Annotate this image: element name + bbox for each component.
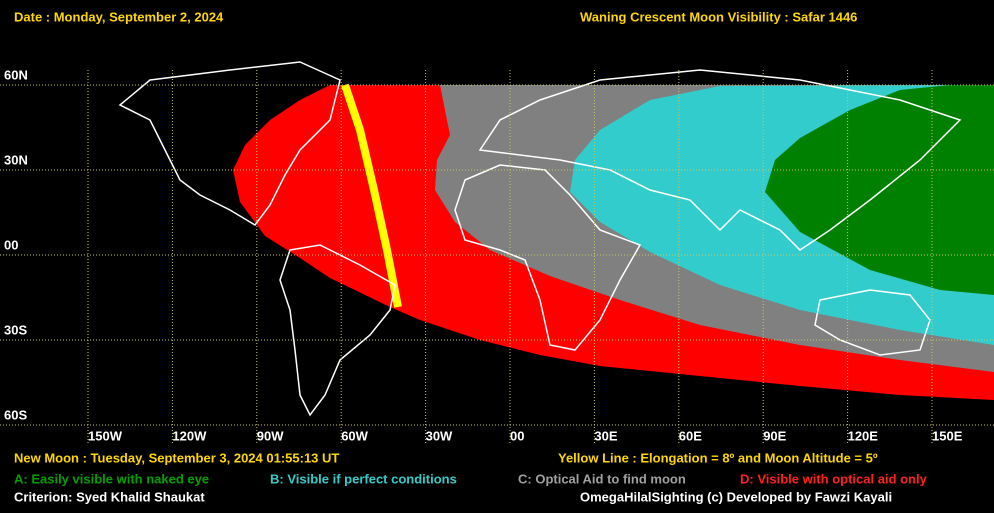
legend-item: C: Optical Aid to find moon: [518, 471, 686, 486]
africa: [454, 164, 642, 351]
visibility-zones: [233, 83, 994, 400]
lon-label: 120W: [172, 428, 207, 443]
lat-label: 30S: [4, 322, 27, 337]
south-america: [279, 244, 396, 417]
australia: [814, 289, 931, 356]
lon-label: 90W: [257, 428, 284, 443]
legend-item: A: Easily visible with naked eye: [14, 471, 209, 486]
legend-item: B: Visible if perfect conditions: [270, 471, 457, 486]
lon-label: 150E: [932, 428, 963, 443]
lon-label: 60W: [341, 428, 368, 443]
title: Waning Crescent Moon Visibility : Safar …: [580, 9, 857, 24]
credit: OmegaHilalSighting (c) Developed by Fawz…: [580, 489, 892, 504]
eurasia: [478, 69, 962, 251]
lon-label: 30W: [426, 428, 453, 443]
lon-label: 60E: [679, 428, 702, 443]
lon-label: 150W: [88, 428, 123, 443]
north-america: [118, 61, 341, 226]
lat-label: 60S: [4, 407, 27, 422]
coastlines: [118, 61, 962, 417]
new-moon: New Moon : Tuesday, September 3, 2024 01…: [14, 450, 339, 465]
lat-label: 30N: [4, 152, 28, 167]
date: Date : Monday, September 2, 2024: [14, 9, 224, 24]
criterion: Criterion: Syed Khalid Shaukat: [14, 489, 205, 504]
lat-label: 00: [4, 237, 18, 252]
lat-label: 60N: [4, 67, 28, 82]
legend: A: Easily visible with naked eye B: Visib…: [14, 471, 928, 486]
zone-a: [765, 85, 994, 295]
legend-item: D: Visible with optical aid only: [740, 471, 928, 486]
lon-label: 120E: [848, 428, 879, 443]
lon-label: 90E: [763, 428, 786, 443]
yellow-line-note: Yellow Line : Elongation = 8º and Moon A…: [558, 450, 878, 465]
yellow-line: [341, 83, 402, 308]
lon-label: 00: [510, 428, 524, 443]
lon-label: 30E: [594, 428, 617, 443]
graticule: 60N 30N 00 30S 60S 150W 120W 90W 60W 30W 00 30E 60E 9…: [0, 67, 994, 445]
